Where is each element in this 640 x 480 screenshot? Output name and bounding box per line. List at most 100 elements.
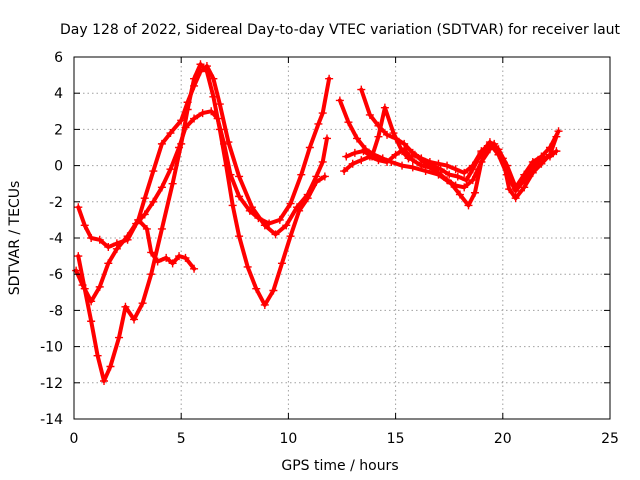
plus-marker xyxy=(228,201,237,210)
plus-marker xyxy=(198,109,207,118)
plus-marker xyxy=(104,243,113,252)
plus-marker xyxy=(224,138,233,147)
plus-marker xyxy=(312,177,321,186)
plus-marker xyxy=(470,188,479,197)
plus-marker xyxy=(265,219,274,228)
plus-marker xyxy=(460,168,469,177)
y-tick-label: -12 xyxy=(40,376,63,392)
plus-marker xyxy=(320,172,329,181)
plus-marker xyxy=(408,163,417,172)
y-tick-label: -8 xyxy=(49,303,63,319)
x-tick-label: 25 xyxy=(601,431,619,447)
plus-marker xyxy=(226,170,235,179)
plus-marker xyxy=(305,143,314,152)
plus-marker xyxy=(275,215,284,224)
plus-marker xyxy=(220,139,229,148)
x-tick-label: 15 xyxy=(387,431,405,447)
y-tick-label: -14 xyxy=(40,412,63,428)
x-tick-label: 10 xyxy=(279,431,297,447)
plus-marker xyxy=(342,152,351,161)
plus-marker xyxy=(357,156,366,165)
x-tick-label: 0 xyxy=(70,431,79,447)
plus-marker xyxy=(243,262,252,271)
plot-area xyxy=(72,60,563,385)
plus-marker xyxy=(391,150,400,159)
plus-marker xyxy=(254,214,263,223)
plus-marker xyxy=(104,259,113,268)
y-tick-label: -10 xyxy=(40,340,63,356)
plus-marker xyxy=(157,139,166,148)
plus-marker xyxy=(348,159,357,168)
y-tick-label: -4 xyxy=(49,231,63,247)
plus-marker xyxy=(468,176,477,185)
plus-marker xyxy=(445,170,454,179)
plus-marker xyxy=(190,74,199,83)
plus-marker xyxy=(314,119,323,128)
plus-marker xyxy=(511,186,520,195)
plus-marker xyxy=(190,264,199,273)
plus-marker xyxy=(528,163,537,172)
plus-marker xyxy=(380,103,389,112)
plus-marker xyxy=(282,221,291,230)
plus-marker xyxy=(140,194,149,203)
plus-marker xyxy=(359,147,368,156)
plus-marker xyxy=(202,67,211,76)
plus-marker xyxy=(87,234,96,242)
plus-marker xyxy=(271,230,280,239)
plus-marker xyxy=(132,219,141,228)
plus-marker xyxy=(245,206,254,215)
plus-marker xyxy=(72,266,81,275)
plus-marker xyxy=(168,259,177,268)
plus-marker xyxy=(138,299,147,308)
plus-marker xyxy=(157,183,166,192)
plus-marker xyxy=(318,109,327,118)
plus-marker xyxy=(297,170,306,179)
plus-marker xyxy=(511,194,520,203)
plus-marker xyxy=(344,118,353,127)
plus-marker xyxy=(168,179,177,188)
plus-marker xyxy=(374,132,383,141)
plus-marker xyxy=(398,161,407,170)
plus-marker xyxy=(350,148,359,157)
plus-marker xyxy=(503,170,512,179)
plus-marker xyxy=(209,92,218,101)
plus-marker xyxy=(494,150,503,159)
plus-marker xyxy=(157,224,166,233)
x-axis-label: GPS time / hours xyxy=(281,458,398,474)
plus-marker xyxy=(269,286,278,295)
plus-marker xyxy=(477,147,486,156)
plus-marker xyxy=(213,114,222,123)
plus-marker xyxy=(453,172,462,181)
plus-marker xyxy=(142,224,151,233)
plus-marker xyxy=(383,157,392,166)
plus-marker xyxy=(183,105,192,114)
plus-marker xyxy=(537,154,546,163)
plus-marker xyxy=(477,157,486,166)
plus-marker xyxy=(374,156,383,165)
plus-marker xyxy=(95,282,104,291)
plus-marker xyxy=(147,270,156,279)
plus-marker xyxy=(130,315,139,324)
plus-marker xyxy=(322,134,331,143)
plus-marker xyxy=(357,85,366,94)
plus-marker xyxy=(383,130,392,139)
plus-marker xyxy=(505,185,514,194)
series-line-pass-a xyxy=(76,205,197,271)
plus-marker xyxy=(181,253,190,262)
plus-marker xyxy=(468,161,477,170)
plus-marker xyxy=(443,161,452,170)
series-line-pass-b xyxy=(74,64,329,304)
plus-marker xyxy=(277,259,286,268)
x-tick-label: 5 xyxy=(177,431,186,447)
y-tick-label: 0 xyxy=(54,159,63,175)
y-tick-label: 2 xyxy=(54,122,63,138)
plus-marker xyxy=(443,176,452,185)
plus-marker xyxy=(112,244,121,253)
plus-marker xyxy=(87,317,96,326)
plus-marker xyxy=(408,156,417,165)
y-tick-label: -6 xyxy=(49,267,63,283)
plus-marker xyxy=(196,60,205,69)
plus-marker xyxy=(545,143,554,152)
